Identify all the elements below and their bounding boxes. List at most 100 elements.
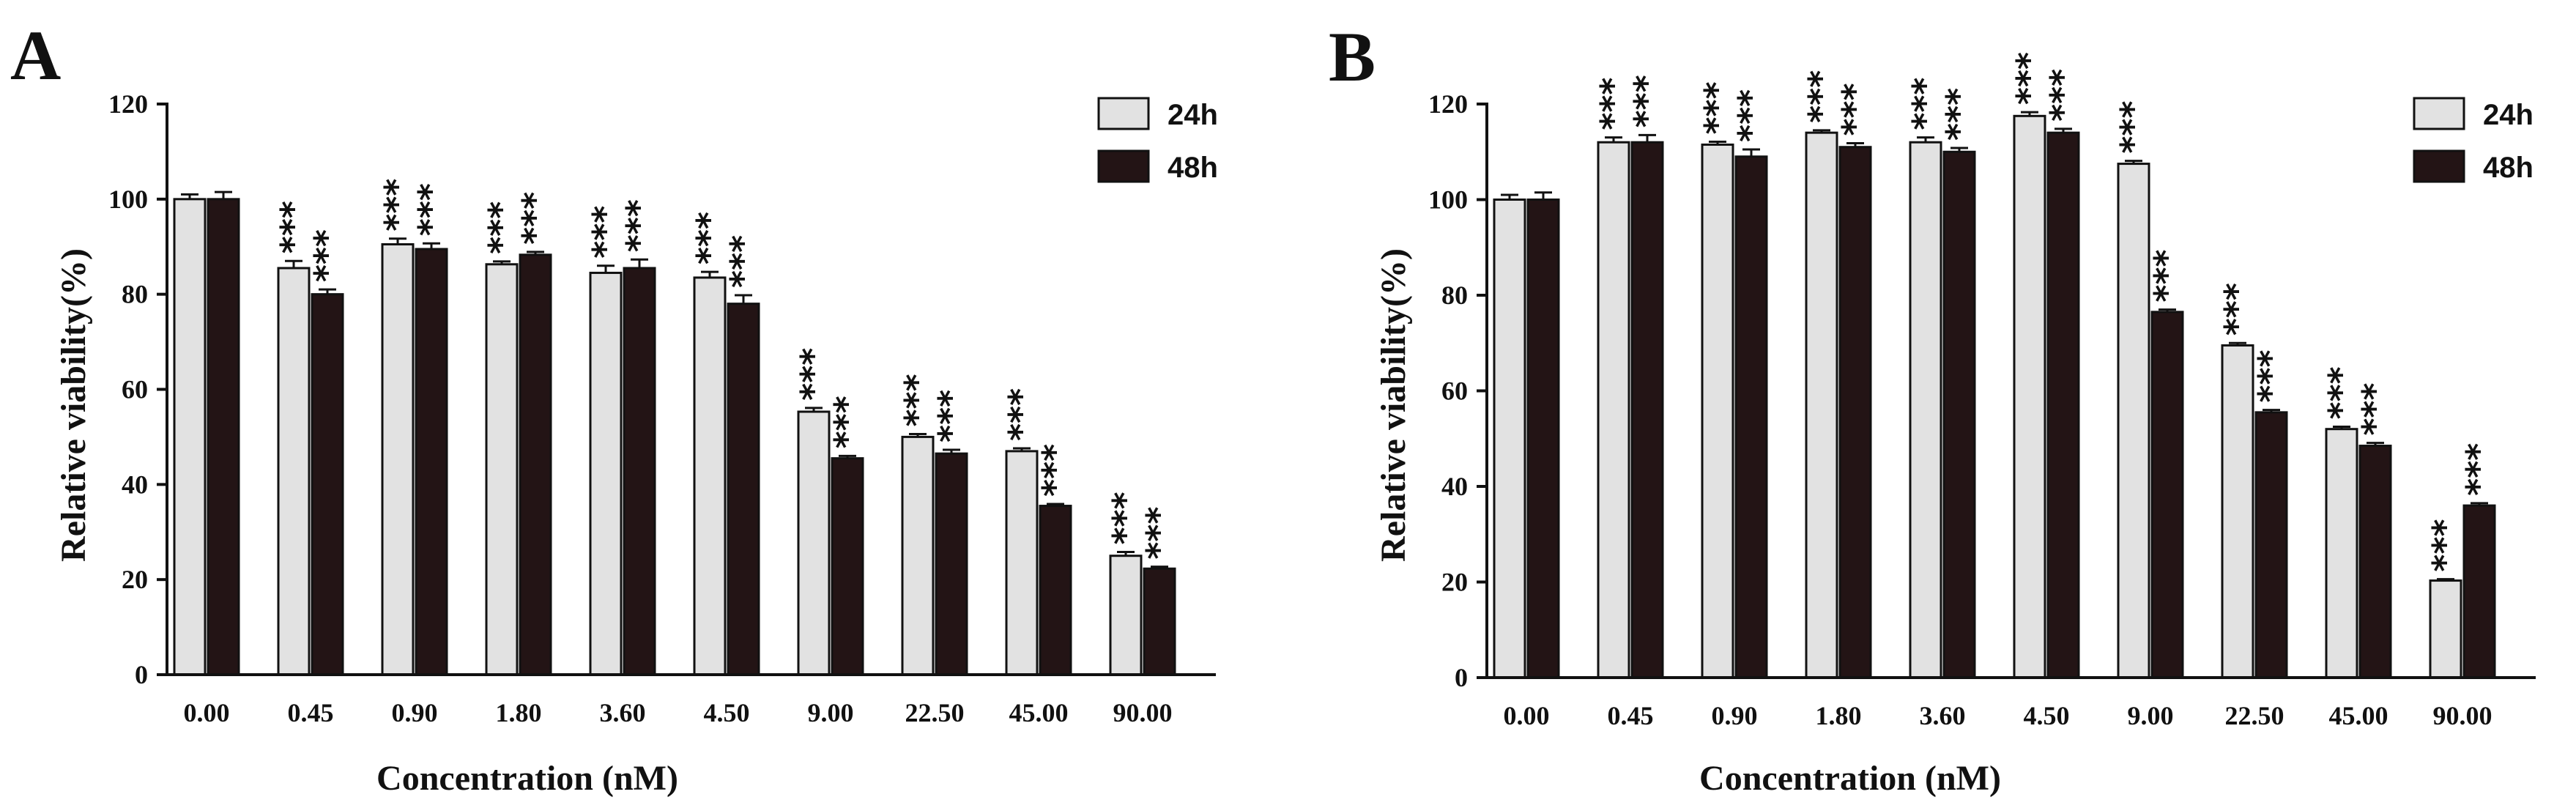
x-tick-label: 22.50 — [2225, 701, 2284, 730]
bar-24h-0.90 — [381, 243, 415, 676]
x-tick-label: 0.45 — [288, 698, 334, 727]
significance-label: *** — [1627, 75, 1666, 127]
error-bars-a — [181, 190, 1168, 569]
error-bars-b — [1501, 111, 2488, 581]
bar-48h-0.00 — [207, 198, 240, 676]
bar-24h-22.50 — [2221, 344, 2254, 679]
y-tick-label: 100 — [108, 185, 148, 214]
significance-label: *** — [1939, 88, 1978, 141]
bar-24h-4.50 — [693, 276, 727, 676]
bar-48h-45.00 — [1039, 505, 1072, 676]
legend-swatch-24h — [2413, 97, 2465, 130]
bar-24h-9.00 — [2117, 163, 2150, 679]
bar-48h-22.50 — [2254, 411, 2288, 679]
y-tick-labels-b: 0 20 40 60 80 100 120 — [1428, 89, 1468, 692]
legend-swatch-48h — [2413, 149, 2465, 183]
significance-label: *** — [931, 390, 970, 442]
x-tick-label: 1.80 — [1816, 701, 1862, 730]
bar-24h-9.00 — [797, 410, 831, 676]
y-tick-label: 0 — [135, 660, 148, 689]
bar-24h-0.90 — [1701, 143, 1734, 679]
legend-label-24h: 24h — [2483, 99, 2534, 131]
significance-label: *** — [723, 235, 762, 288]
y-axis-title-a: Relative viability(%) — [54, 248, 93, 562]
significance-label: *** — [2459, 443, 2498, 496]
x-tick-label: 9.00 — [2128, 701, 2174, 730]
x-tick-label: 45.00 — [1009, 698, 1069, 727]
legend-label-24h: 24h — [1168, 99, 1218, 131]
significance-label: *** — [2043, 69, 2082, 122]
significance-label: *** — [1697, 81, 1737, 134]
significance-label: *** — [827, 396, 866, 448]
y-tick-label: 120 — [108, 89, 148, 119]
y-tick-labels-a: 0 20 40 60 80 100 120 — [108, 89, 148, 689]
panel-a: A Concentration (nM) Relative viability(… — [10, 16, 1218, 798]
x-tick-label: 90.00 — [1113, 698, 1173, 727]
category-labels-a: 0.00 0.45 0.90 1.80 3.60 4.50 9.00 22.50 45.00 90… — [184, 698, 1173, 727]
y-tick-label: 120 — [1428, 89, 1468, 119]
bar-24h-90.00 — [2429, 579, 2462, 679]
significance-label: *** — [1835, 83, 1874, 136]
significance-label: *** — [411, 183, 450, 236]
bar-48h-9.00 — [831, 457, 864, 676]
y-tick-label: 60 — [122, 375, 148, 404]
bar-48h-3.60 — [623, 267, 656, 676]
x-axis-title-a: Concentration (nM) — [376, 759, 678, 798]
significance-label: *** — [1035, 444, 1074, 497]
bar-48h-22.50 — [935, 452, 968, 676]
significance-label: *** — [793, 348, 833, 401]
bar-24h-1.80 — [1805, 131, 1838, 679]
significance-label: *** — [2355, 382, 2394, 435]
bar-24h-0.45 — [1597, 141, 1630, 679]
panel-letter-a: A — [10, 16, 61, 94]
significance-label: *** — [1731, 89, 1770, 142]
x-tick-label: 3.60 — [1920, 701, 1966, 730]
panel-b: B Concentration (nM) Relative viability(… — [1329, 18, 2536, 798]
significance-label: *** — [897, 374, 937, 426]
legend-a: 24h 48h — [1097, 97, 1218, 184]
bar-48h-4.50 — [2046, 131, 2080, 679]
x-tick-label: 4.50 — [2024, 701, 2070, 730]
bar-24h-0.45 — [277, 267, 311, 676]
bar-24h-4.50 — [2013, 114, 2046, 679]
x-tick-label: 0.00 — [1504, 701, 1550, 730]
y-tick-label: 40 — [1441, 472, 1468, 501]
bar-48h-4.50 — [727, 303, 760, 676]
bar-24h-3.60 — [1909, 141, 1942, 679]
y-tick-label: 80 — [122, 280, 148, 309]
bar-48h-3.60 — [1942, 150, 1976, 679]
y-tick-label: 100 — [1428, 185, 1468, 215]
bar-24h-1.80 — [485, 263, 519, 676]
bar-48h-1.80 — [519, 253, 552, 676]
x-tick-label: 0.90 — [1712, 701, 1758, 730]
significance-label: *** — [2009, 52, 2049, 105]
bar-48h-1.80 — [1838, 146, 1872, 679]
bar-24h-0.00 — [1493, 199, 1526, 679]
x-tick-label: 90.00 — [2433, 701, 2493, 730]
bar-24h-22.50 — [901, 435, 935, 676]
legend-swatch-48h — [1097, 149, 1150, 183]
x-tick-label: 22.50 — [905, 698, 965, 727]
legend-label-48h: 48h — [1168, 152, 1218, 184]
y-axis-title-b: Relative viability(%) — [1374, 248, 1413, 562]
x-axis-title-b: Concentration (nM) — [1699, 759, 2001, 798]
bar-48h-0.90 — [415, 248, 448, 676]
bar-48h-0.00 — [1526, 199, 1560, 679]
bar-24h-3.60 — [589, 271, 623, 676]
bar-24h-90.00 — [1109, 555, 1143, 676]
significance-label: *** — [2113, 100, 2153, 153]
significance-label: *** — [619, 199, 658, 252]
bars-b — [1493, 114, 2496, 679]
significance-marks-a: ************ ****** ****** ************ ****… — [273, 179, 1178, 560]
x-tick-label: 1.80 — [496, 698, 542, 727]
bar-48h-0.90 — [1734, 155, 1768, 679]
significance-label: *** — [2217, 283, 2257, 336]
legend-label-48h: 48h — [2483, 152, 2534, 184]
x-tick-label: 45.00 — [2329, 701, 2388, 730]
significance-label: *** — [1801, 70, 1841, 123]
legend-b: 24h 48h — [2413, 97, 2534, 184]
significance-label: *** — [1139, 506, 1178, 559]
bar-48h-90.00 — [1143, 567, 1176, 676]
significance-label: *** — [585, 206, 625, 259]
